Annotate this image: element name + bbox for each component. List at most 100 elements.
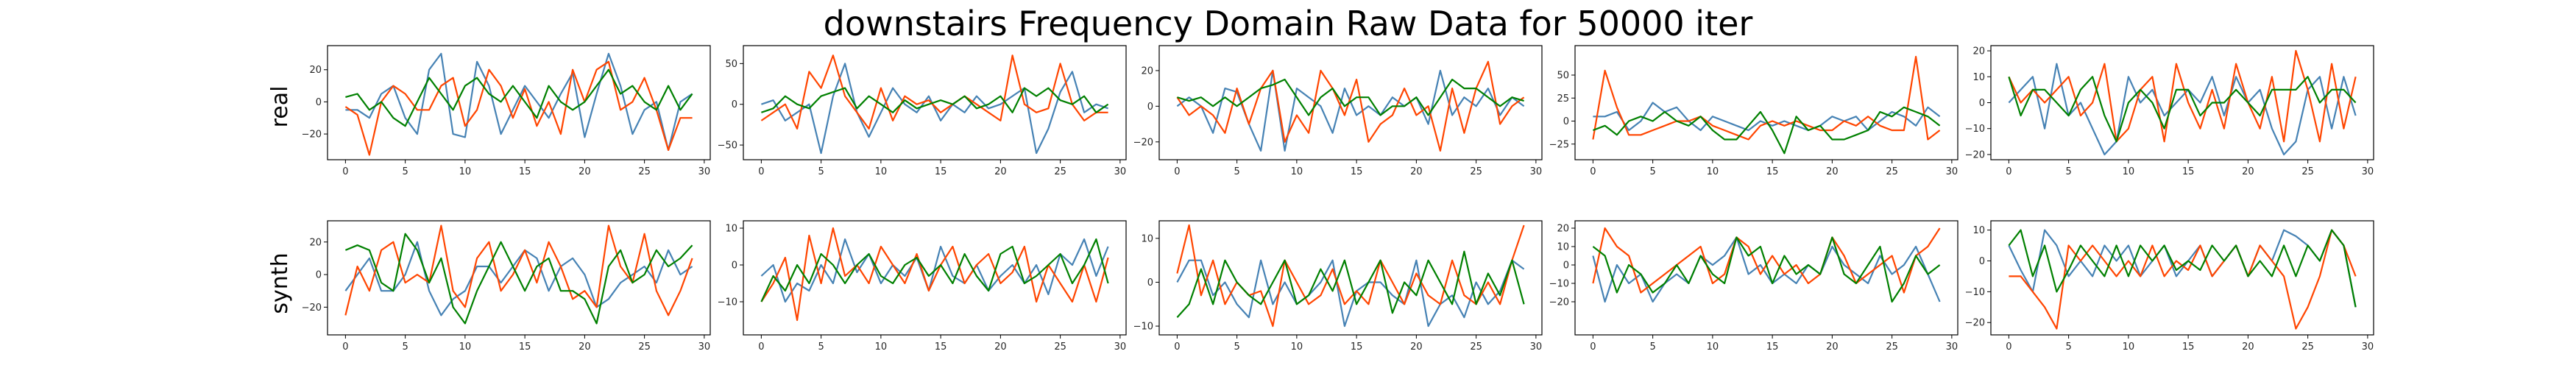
x-tick-label: 20 [1826, 342, 1839, 353]
x-tick-label: 30 [1114, 166, 1127, 177]
x-tick-label: 30 [2362, 166, 2374, 177]
x-tick-label: 0 [2006, 166, 2011, 177]
y-tick-label: 0 [1979, 98, 1985, 109]
series-line-1 [1176, 60, 1525, 152]
y-tick-label: −50 [718, 141, 737, 152]
series-line-0 [2008, 63, 2357, 156]
y-tick-label: 0 [1147, 277, 1153, 289]
series-line-2 [1592, 236, 1941, 303]
x-tick-label: 15 [519, 166, 531, 177]
x-tick-label: 30 [1530, 342, 1543, 353]
x-tick-label: 10 [1707, 166, 1719, 177]
y-tick-label: −20 [302, 302, 322, 314]
x-tick-label: 0 [1174, 166, 1180, 177]
y-tick-label: 50 [1557, 71, 1569, 82]
series-line-1 [1592, 55, 1941, 141]
x-tick-label: 5 [2065, 342, 2071, 353]
y-tick-label: 0 [732, 99, 737, 110]
series-line-0 [345, 52, 693, 151]
x-tick-label: 25 [2301, 342, 2314, 353]
y-tick-label: 0 [732, 261, 737, 272]
series-line-2 [1177, 78, 1524, 116]
series-line-2 [2008, 229, 2357, 308]
x-tick-label: 5 [818, 166, 824, 177]
x-tick-label: 10 [875, 166, 888, 177]
series-line-2 [344, 233, 693, 325]
y-tick-label: 0 [316, 270, 322, 281]
x-tick-label: 30 [698, 166, 711, 177]
x-tick-label: 20 [994, 166, 1007, 177]
x-tick-label: 5 [1234, 166, 1239, 177]
series-line-0 [1176, 69, 1525, 152]
x-tick-label: 15 [519, 342, 531, 353]
x-tick-label: 25 [638, 166, 651, 177]
x-tick-label: 20 [2242, 166, 2254, 177]
x-tick-label: 30 [1530, 166, 1543, 177]
x-tick-label: 0 [342, 342, 348, 353]
y-tick-label: 10 [725, 224, 737, 235]
x-tick-label: 30 [2362, 342, 2374, 353]
series-line-1 [344, 224, 693, 316]
x-tick-label: 5 [2065, 166, 2071, 177]
y-tick-label: 10 [1972, 225, 1985, 236]
x-tick-label: 0 [2006, 342, 2011, 353]
x-tick-label: 5 [1649, 166, 1655, 177]
axes-frame [743, 45, 1127, 160]
x-tick-label: 0 [342, 166, 348, 177]
x-tick-label: 25 [1470, 166, 1482, 177]
subplot-synth-3: 0 5 10 15 20 25 30 −20 −10 0 10 20 [1549, 220, 1958, 353]
series-line-0 [1592, 236, 1941, 303]
y-tick-label: 0 [1979, 256, 1985, 267]
x-tick-label: 25 [638, 342, 651, 353]
y-tick-label: −10 [1133, 322, 1153, 333]
x-tick-label: 20 [1410, 166, 1423, 177]
x-tick-label: 15 [1766, 166, 1779, 177]
x-tick-label: 0 [758, 342, 764, 353]
y-tick-label: −10 [1965, 124, 1985, 135]
subplot-real-1: 0 5 10 15 20 25 30 −50 0 50 [718, 45, 1127, 177]
axes-frame [1574, 45, 1958, 160]
axes-frame [1158, 45, 1543, 160]
axes-frame [1574, 220, 1958, 336]
y-tick-label: 0 [1147, 102, 1153, 113]
series-line-1 [344, 60, 693, 156]
y-tick-label: 20 [1972, 46, 1985, 57]
y-tick-label: 10 [1141, 233, 1153, 244]
y-tick-label: 0 [1563, 116, 1569, 127]
x-tick-label: 0 [1590, 342, 1596, 353]
y-tick-label: 20 [1141, 66, 1153, 77]
x-tick-label: 15 [935, 166, 947, 177]
axes-frame [743, 220, 1127, 336]
x-tick-label: 20 [2242, 342, 2254, 353]
x-tick-label: 0 [1590, 166, 1596, 177]
x-tick-label: 5 [402, 342, 408, 353]
axes-frame [1990, 220, 2374, 336]
x-tick-label: 10 [459, 166, 472, 177]
x-tick-label: 15 [1351, 166, 1363, 177]
x-tick-label: 30 [1946, 342, 1958, 353]
x-tick-label: 10 [875, 342, 888, 353]
row-label-synth: synth [267, 252, 293, 314]
subplot-synth-4: 0 5 10 15 20 25 30 −20 −10 0 10 [1965, 220, 2374, 353]
y-tick-label: 25 [1557, 93, 1569, 105]
series-line-1 [1176, 224, 1525, 328]
y-tick-label: 50 [725, 59, 737, 70]
series-line-0 [1176, 259, 1525, 328]
x-tick-label: 5 [818, 342, 824, 353]
x-tick-label: 30 [1114, 342, 1127, 353]
y-tick-label: 10 [1557, 242, 1569, 253]
y-tick-label: 20 [309, 65, 322, 76]
y-tick-label: 0 [1563, 261, 1569, 272]
x-tick-label: 15 [2182, 342, 2195, 353]
series-line-0 [760, 238, 1109, 303]
axes-frame [327, 45, 711, 160]
x-tick-label: 10 [1707, 342, 1719, 353]
subplot-synth-0: 0 5 10 15 20 25 30 −20 0 20 [302, 220, 711, 353]
x-tick-label: 10 [2123, 166, 2135, 177]
y-tick-label: −20 [1965, 318, 1985, 329]
x-tick-label: 20 [1410, 342, 1423, 353]
y-tick-label: 20 [1557, 224, 1569, 235]
series-line-2 [345, 68, 693, 127]
